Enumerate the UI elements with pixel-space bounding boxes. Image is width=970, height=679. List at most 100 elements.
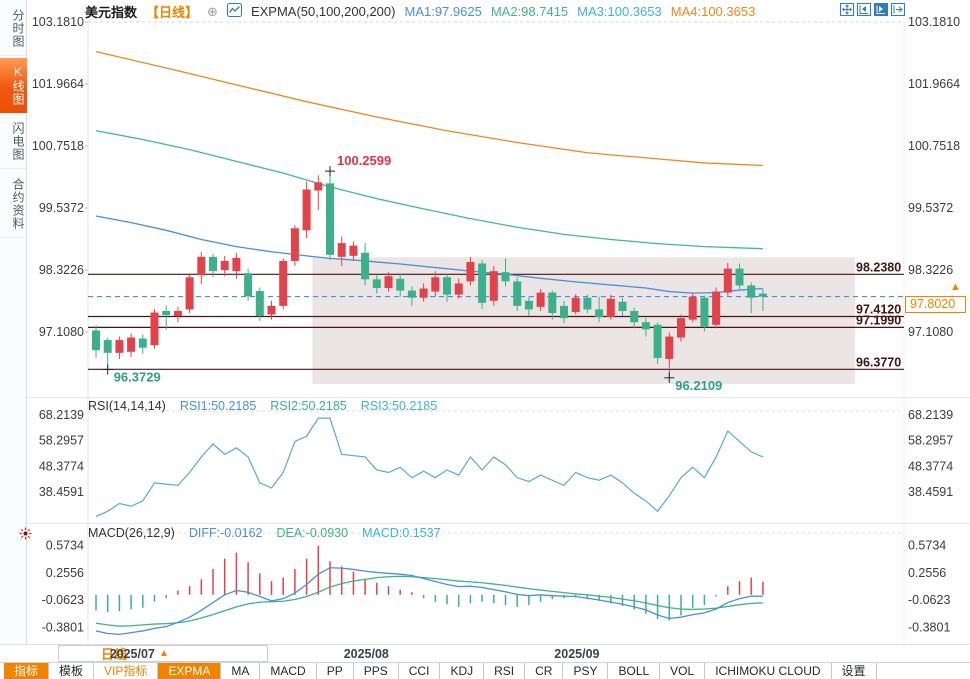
macd-axis-label-right: -0.3801 <box>908 621 950 635</box>
sidebar-item-time-chart[interactable]: 分时图 <box>0 2 27 56</box>
period-tag: 【日线】 <box>146 4 199 20</box>
macd-header: MACD(26,12,9) DIFF:-0.0162 DEA:-0.0930 M… <box>88 526 441 540</box>
highlight-zone <box>312 257 855 384</box>
toolbar-item-PSY[interactable]: PSY <box>563 663 609 679</box>
indicator-toolbar: 指标 模板 VIP指标 EXPMA MA MACD PP PPS CCI KDJ RSI CR PSY B… <box>0 662 970 679</box>
ma4-value: MA4:100.3653 <box>670 3 756 19</box>
sidebar: 分时图 K线图 闪电图 合约资料 <box>0 0 27 645</box>
sidebar-item-flash-chart[interactable]: 闪电图 <box>0 115 27 169</box>
sidebar-item-kline-chart[interactable]: K线图 <box>0 58 27 113</box>
candle-body <box>209 256 217 272</box>
toolbar-item-PP[interactable]: PP <box>317 663 354 679</box>
candle-body <box>489 271 498 301</box>
candle-body <box>372 279 381 289</box>
price-level-label: 96.3770 <box>856 355 901 369</box>
rsi-axis-label-right: 68.2139 <box>908 408 953 422</box>
period-selector[interactable]: 日线 ▲ <box>58 645 268 662</box>
rsi-axis-label-left: 58.2957 <box>39 434 84 448</box>
price-up-arrow-icon: ▲ <box>950 281 961 293</box>
indicator-params: EXPMA(50,100,200,200) <box>250 3 396 19</box>
candle-body <box>712 291 721 325</box>
candle-body <box>688 296 697 320</box>
toolbar-item-指标[interactable]: 指标 <box>4 663 50 679</box>
toolbar-item-VIP指标[interactable]: VIP指标 <box>94 663 159 679</box>
candle-body <box>630 310 639 323</box>
price-level-label: 97.4120 <box>856 302 901 316</box>
toolbar-item-CR[interactable]: CR <box>525 663 564 679</box>
month-label: 2025/09 <box>554 647 600 661</box>
toolbar-item-VOL[interactable]: VOL <box>660 663 706 679</box>
candle-body <box>758 293 767 297</box>
high-annotation: 100.2599 <box>337 153 391 168</box>
zoom-in-range-icon[interactable] <box>874 3 888 16</box>
candle-body <box>524 300 533 310</box>
candle-body <box>407 290 416 298</box>
toolbar-item-模板[interactable]: 模板 <box>49 663 95 679</box>
candle-body <box>641 322 650 330</box>
ma3-value: MA3:100.3653 <box>577 3 662 19</box>
toolbar-item-KDJ[interactable]: KDJ <box>440 663 485 679</box>
candle-body <box>314 182 323 191</box>
zoom-out-range-icon[interactable] <box>857 3 871 16</box>
crosshair-move-icon[interactable] <box>840 3 854 16</box>
current-price-tag: 97.8020 <box>905 296 966 313</box>
toolbar-item-RSI[interactable]: RSI <box>484 663 526 679</box>
diff-line <box>95 567 763 636</box>
toolbar-item-CCI[interactable]: CCI <box>399 663 441 679</box>
macd-axis-label-left: 0.2556 <box>46 566 84 580</box>
add-compare-icon[interactable]: ⊕ <box>207 3 218 19</box>
toolbar-item-BOLL[interactable]: BOLL <box>608 663 661 679</box>
rsi-params: RSI(14,14,14) <box>88 399 166 413</box>
candle-body <box>279 260 288 306</box>
toolbar-item-PPS[interactable]: PPS <box>354 663 399 679</box>
chart-tools <box>840 3 905 16</box>
candle-body <box>103 340 112 353</box>
main-axis-label-right: 101.9664 <box>908 77 960 91</box>
candle-body <box>595 309 604 318</box>
candle-body <box>349 245 358 256</box>
toolbar-item-MACD[interactable]: MACD <box>260 663 317 679</box>
main-axis-label-right: 100.7518 <box>908 139 960 153</box>
price-level-label: 98.2380 <box>856 260 901 274</box>
candle-body <box>326 183 334 255</box>
toolbar-item-设置[interactable]: 设置 <box>832 663 877 679</box>
rsi-axis-label-left: 48.3774 <box>39 459 84 473</box>
candle-body <box>384 276 393 289</box>
toolbar-item-EXPMA[interactable]: EXPMA <box>158 663 222 679</box>
low-annotation: 96.2109 <box>675 378 722 393</box>
panel-settings-icon[interactable] <box>19 527 32 545</box>
rsi3-value: RSI3:50.2185 <box>360 399 438 413</box>
candle-body <box>220 260 229 271</box>
period-selector-label: 日线 <box>101 647 128 662</box>
indicator-chart-icon[interactable] <box>226 2 242 20</box>
main-axis-label-right: 99.5372 <box>908 201 953 215</box>
month-label: 2025/07 <box>109 647 155 661</box>
candle-body <box>150 312 159 346</box>
rsi1-value: RSI1:50.2185 <box>179 399 257 413</box>
main-axis-label-left: 99.5372 <box>39 201 84 215</box>
candle-body <box>513 281 522 306</box>
toolbar-item-MA[interactable]: MA <box>221 663 261 679</box>
toolbar-item-ICHIMOKU-CLOUD[interactable]: ICHIMOKU CLOUD <box>705 663 832 679</box>
main-axis-label-left: 97.1080 <box>39 325 84 339</box>
candle-body <box>700 297 709 327</box>
candle-body <box>361 252 370 280</box>
macd-axis-label-right: 0.2556 <box>908 566 946 580</box>
macd-axis-label-left: 0.5734 <box>46 539 84 553</box>
sidebar-item-contract-info[interactable]: 合约资料 <box>0 171 27 238</box>
ma4-line <box>95 51 763 167</box>
macd-params: MACD(26,12,9) <box>88 526 175 540</box>
rsi-axis-label-left: 38.4591 <box>39 485 84 499</box>
main-axis-label-left: 101.9664 <box>32 77 84 91</box>
rsi-axis-label-right: 38.4591 <box>908 485 953 499</box>
dea-line <box>95 575 763 627</box>
candle-body <box>92 330 100 351</box>
candle-body <box>244 273 253 297</box>
pan-right-icon[interactable] <box>891 3 905 16</box>
candle-body <box>115 340 124 353</box>
candle-body <box>665 336 674 359</box>
dea-value: DEA:-0.0930 <box>276 526 349 540</box>
candle-body <box>337 243 346 257</box>
candle-body <box>255 291 264 317</box>
